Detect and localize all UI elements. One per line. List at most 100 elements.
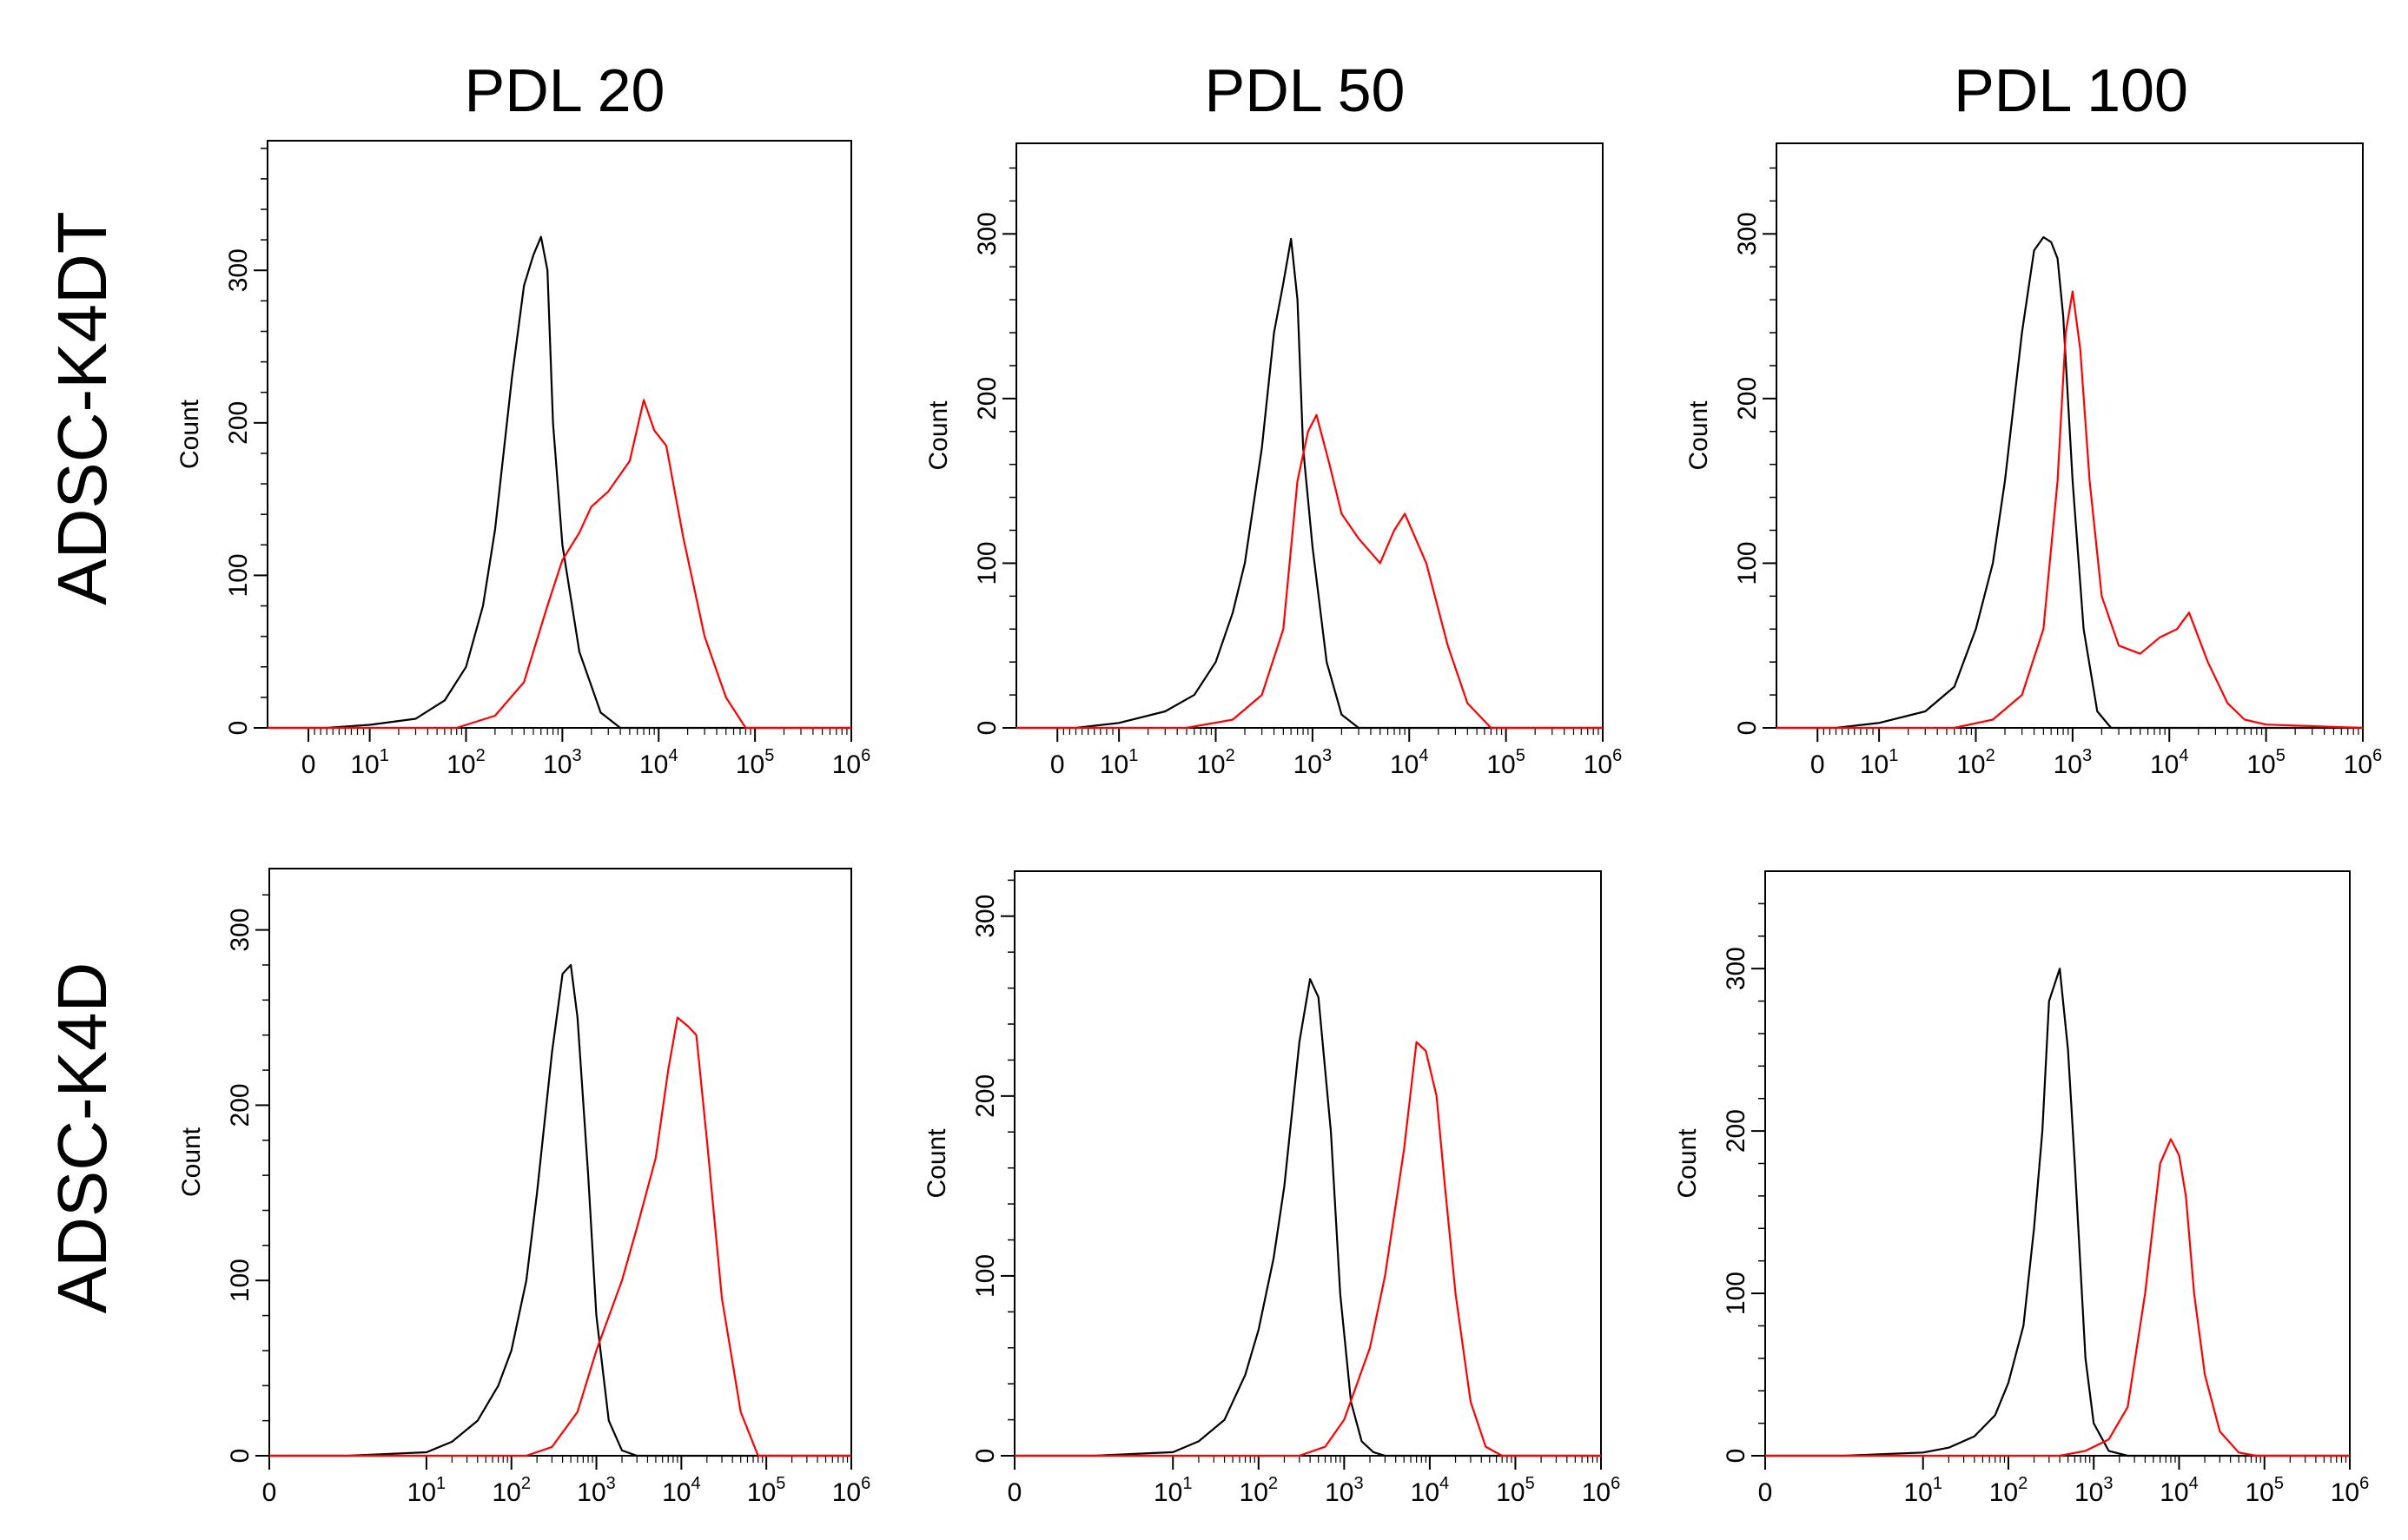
series-control — [268, 235, 851, 730]
series-stained — [1016, 413, 1603, 730]
x-tick-label: 105 — [1496, 1474, 1535, 1507]
y-tick-label: 0 — [224, 721, 253, 736]
y-tick-label: 0 — [1722, 1449, 1750, 1464]
panel-k4d-pdl50: 0 100 200 300 Count 0 101 102 103 104 105 106 — [923, 870, 1621, 1507]
y-tick-label: 100 — [1722, 1272, 1750, 1315]
y-tick-label: 300 — [224, 248, 253, 292]
y-tick-label: 300 — [973, 212, 1002, 255]
y-axis-label: Count — [175, 399, 204, 469]
x-tick-label: 104 — [662, 1474, 701, 1507]
panel-k4d-pdl20: 0 100 200 300 Count 0 101 102 103 104 105 106 — [177, 868, 871, 1507]
series-stained — [1776, 290, 2364, 730]
x-tick-label: 102 — [492, 1474, 531, 1507]
x-tick-label: 104 — [1390, 746, 1429, 779]
series-stained — [269, 1016, 851, 1457]
y-tick-label: 100 — [1733, 541, 1762, 585]
x-tick-label: 102 — [1956, 746, 1995, 779]
y-tick-label: 300 — [1733, 212, 1762, 255]
panel-k4dt-pdl50: 0 100 200 300 Count 0 101 102 103 104 105 106 — [924, 142, 1623, 779]
x-tick-label: 106 — [2344, 746, 2383, 779]
plot-frame — [268, 868, 852, 1457]
y-axis-label: Count — [1673, 1128, 1702, 1199]
x-tick-label: 101 — [407, 1474, 447, 1507]
panel-k4d-pdl100: 0 100 200 300 Count 0 101 102 103 104 105 106 — [1673, 870, 2370, 1507]
y-tick-label: 300 — [1722, 947, 1750, 990]
y-tick-label: 300 — [971, 895, 1000, 938]
series-stained — [1765, 1138, 2350, 1457]
x-tick-label: 101 — [350, 746, 389, 779]
y-axis-label: Count — [923, 1128, 951, 1199]
panel-k4dt-pdl100: 0 100 200 300 Count 0 101 102 103 104 105 106 — [1684, 142, 2383, 779]
x-tick-label: 102 — [1989, 1474, 2028, 1507]
x-tick-label: 103 — [577, 1474, 616, 1507]
y-tick-label: 200 — [226, 1083, 255, 1127]
x-tick-label: 0 — [262, 1478, 277, 1507]
y-tick-label: 200 — [1722, 1109, 1750, 1153]
series-control — [1016, 237, 1603, 730]
x-tick-label: 106 — [1582, 1474, 1621, 1507]
x-tick-label: 104 — [639, 746, 678, 779]
x-tick-label: 101 — [1860, 746, 1899, 779]
x-tick-label: 103 — [1293, 746, 1333, 779]
y-tick-label: 100 — [973, 541, 1002, 585]
plot-frame — [1764, 870, 2351, 1457]
series-control — [1015, 978, 1601, 1457]
x-tick-label: 101 — [1903, 1474, 1942, 1507]
x-tick-label: 103 — [2074, 1474, 2114, 1507]
x-tick-label: 105 — [736, 746, 775, 779]
x-tick-label: 101 — [1154, 1474, 1193, 1507]
x-tick-label: 104 — [1411, 1474, 1450, 1507]
y-axis-label: Count — [1684, 400, 1713, 471]
y-tick-label: 0 — [973, 721, 1002, 736]
panel-k4dt-pdl20: 0 100 200 300 Count 0 101 102 103 104 105 106 — [175, 140, 871, 779]
series-stained — [1015, 1041, 1601, 1457]
y-tick-label: 200 — [971, 1074, 1000, 1118]
x-tick-label: 0 — [301, 750, 316, 779]
x-tick-label: 103 — [2054, 746, 2093, 779]
x-tick-label: 104 — [2150, 746, 2189, 779]
x-tick-label: 104 — [2160, 1474, 2199, 1507]
y-tick-label: 200 — [224, 401, 253, 445]
x-tick-label: 0 — [1758, 1478, 1773, 1507]
y-tick-label: 200 — [1733, 377, 1762, 420]
column-title-pdl-50: PDL 50 — [1205, 56, 1406, 124]
y-tick-label: 100 — [971, 1254, 1000, 1298]
row-title-adsc-k4d: ADSC-K4D — [43, 962, 121, 1314]
x-tick-label: 102 — [447, 746, 486, 779]
series-control — [269, 963, 851, 1457]
y-tick-label: 0 — [971, 1449, 1000, 1464]
y-tick-label: 0 — [1733, 721, 1762, 736]
x-tick-label: 103 — [543, 746, 582, 779]
x-tick-label: 0 — [1050, 750, 1065, 779]
column-title-pdl-20: PDL 20 — [465, 56, 665, 124]
x-tick-label: 106 — [2331, 1474, 2370, 1507]
x-tick-label: 106 — [1584, 746, 1623, 779]
row-title-adsc-k4dt: ADSC-K4DT — [43, 211, 121, 605]
x-tick-label: 106 — [832, 1474, 871, 1507]
x-tick-label: 105 — [1486, 746, 1525, 779]
x-tick-label: 105 — [2245, 1474, 2284, 1507]
y-axis-label: Count — [924, 400, 953, 471]
y-tick-label: 100 — [226, 1259, 255, 1302]
histogram-panels: 0 100 200 300 Count 0 101 102 103 104 105 106 0 100 20… — [175, 140, 2383, 1507]
x-tick-label: 106 — [832, 746, 871, 779]
x-tick-label: 0 — [1810, 750, 1825, 779]
x-tick-label: 102 — [1196, 746, 1235, 779]
series-control — [1765, 968, 2350, 1457]
y-tick-label: 200 — [973, 377, 1002, 420]
plot-frame — [267, 140, 852, 729]
column-title-pdl-100: PDL 100 — [1954, 56, 2188, 124]
y-tick-label: 100 — [224, 553, 253, 597]
x-tick-label: 0 — [1008, 1478, 1022, 1507]
x-tick-label: 105 — [2246, 746, 2286, 779]
x-tick-label: 101 — [1100, 746, 1139, 779]
plot-frame — [1776, 142, 2364, 729]
x-tick-label: 102 — [1240, 1474, 1279, 1507]
y-axis-label: Count — [177, 1127, 206, 1197]
plot-frame — [1015, 142, 1604, 729]
y-tick-label: 0 — [226, 1449, 255, 1464]
series-stained — [268, 399, 851, 730]
y-tick-label: 300 — [226, 909, 255, 952]
plot-frame — [1014, 870, 1602, 1457]
